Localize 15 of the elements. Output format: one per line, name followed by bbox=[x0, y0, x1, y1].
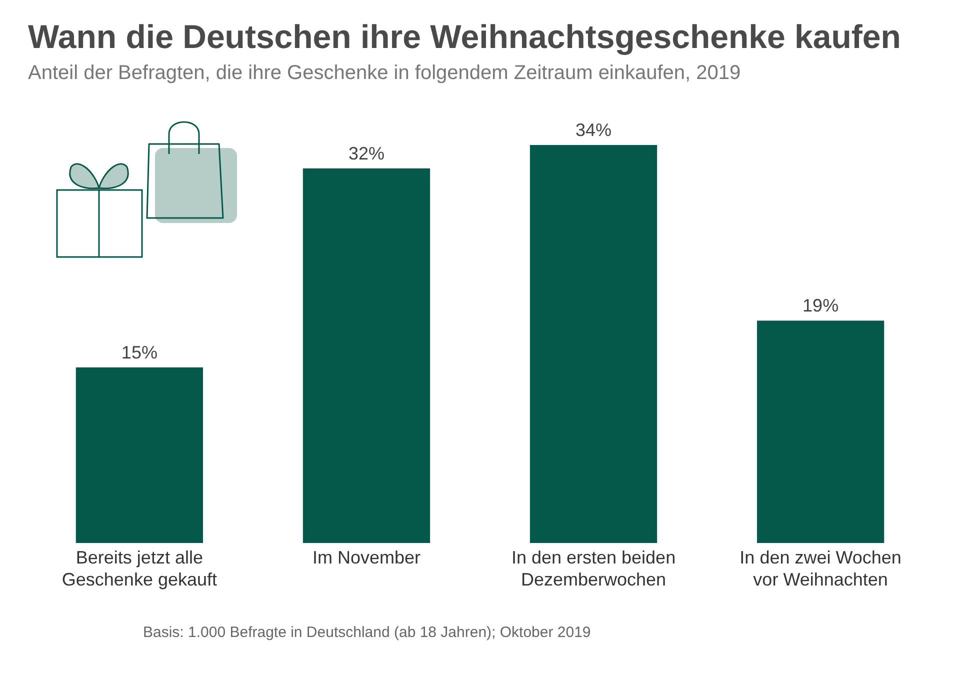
data-label: 15% bbox=[121, 342, 158, 362]
data-label: 34% bbox=[576, 120, 612, 140]
x-tick-label: In den ersten beiden Dezemberwochen bbox=[511, 548, 676, 590]
bar bbox=[530, 145, 658, 543]
text: Basis: 1.000 Befragte in Deutschland (ab 18 Jahren); Oktober 2019 bbox=[143, 624, 591, 641]
x-tick-label: Bereits jetzt alle Geschenke gekauft bbox=[62, 548, 217, 590]
bar bbox=[756, 320, 884, 543]
chart-title: Wann die Deutschen ihre Weihnachtsgeschenke kaufen bbox=[28, 18, 901, 56]
chart-subtitle: Anteil der Befragten, die ihre Geschenke in folgendem Zeitraum einkaufen, 2019 bbox=[28, 62, 741, 85]
bar bbox=[302, 168, 430, 543]
x-tick-label: Im November bbox=[312, 548, 420, 568]
bar bbox=[76, 367, 204, 543]
x-tick-label: In den zwei Wochen vor Weihnachten bbox=[740, 548, 902, 590]
data-label: 32% bbox=[348, 143, 384, 164]
data-label: 19% bbox=[802, 296, 839, 316]
